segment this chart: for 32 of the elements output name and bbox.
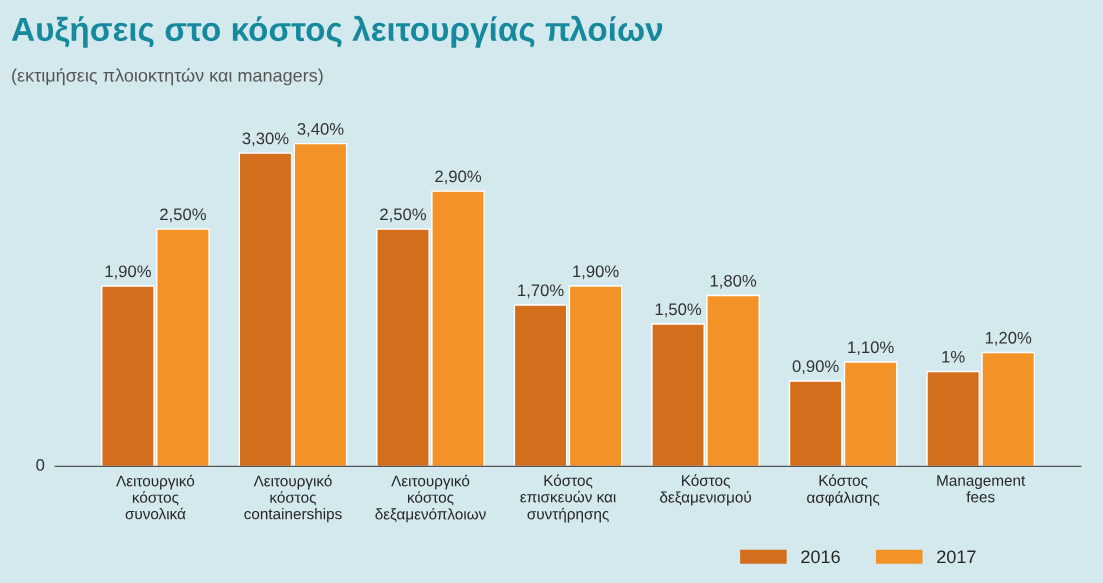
- data-label: 1,20%: [985, 331, 1032, 346]
- legend-label: 2017: [937, 550, 976, 564]
- bar: [568, 285, 623, 467]
- x-tick-label: Κόστος δεξαμενισμού: [660, 474, 752, 506]
- data-label: 2,50%: [160, 208, 206, 223]
- data-label: 1,90%: [105, 265, 151, 280]
- bar: [238, 152, 293, 467]
- x-tick-label: Λειτουργικό κόστος συνολικά: [116, 474, 195, 520]
- chart-subtitle: (εκτιμήσεις πλοιοκτητών και managers): [12, 68, 323, 86]
- data-label: 2,50%: [380, 208, 427, 223]
- x-tick-label: Κόστος επισκευών και συντήρησης: [520, 474, 616, 523]
- data-label: 3,40%: [297, 123, 344, 137]
- data-label: 1,90%: [573, 265, 619, 280]
- data-label: 1%: [942, 350, 965, 363]
- x-tick-label: Κόστος ασφάλισης: [807, 474, 880, 506]
- bar: [293, 142, 348, 467]
- data-label: 2,90%: [435, 170, 482, 185]
- data-label: 1,70%: [518, 284, 564, 299]
- bar: [843, 361, 898, 467]
- legend-label: 2016: [801, 550, 840, 564]
- bar: [788, 380, 843, 467]
- bar: [513, 304, 568, 467]
- data-label: 1,10%: [848, 341, 894, 356]
- x-tick-label: Λειτουργικό κόστος δεξαμενόπλοιων: [375, 474, 486, 523]
- chart-title: Αυξήσεις στο κόστος λειτουργίας πλοίων: [11, 15, 663, 48]
- text: 0: [36, 459, 45, 471]
- data-label: 0,90%: [792, 360, 839, 375]
- data-label: 3,30%: [242, 132, 289, 147]
- data-label: 1,80%: [710, 274, 757, 289]
- x-tick-label: Λειτουργικό κόστος containerships: [244, 474, 342, 523]
- x-tick-label: Management fees: [937, 475, 1026, 503]
- data-label: 1,50%: [655, 303, 702, 318]
